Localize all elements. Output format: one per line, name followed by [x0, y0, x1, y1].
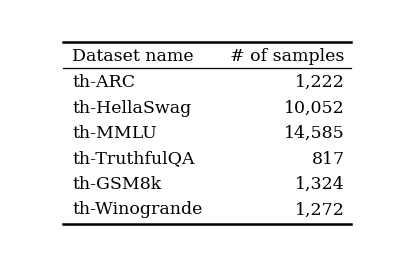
Text: th-ARC: th-ARC: [72, 74, 136, 91]
Text: 14,585: 14,585: [284, 125, 345, 142]
Text: th-MMLU: th-MMLU: [72, 125, 157, 142]
Text: th-GSM8k: th-GSM8k: [72, 176, 162, 193]
Text: th-HellaSwag: th-HellaSwag: [72, 100, 191, 117]
Text: 1,222: 1,222: [295, 74, 345, 91]
Text: th-Winogrande: th-Winogrande: [72, 201, 203, 218]
Text: 817: 817: [312, 151, 345, 168]
Text: 1,272: 1,272: [295, 201, 345, 218]
Text: Dataset name: Dataset name: [72, 48, 194, 65]
Text: # of samples: # of samples: [230, 48, 345, 65]
Text: 10,052: 10,052: [284, 100, 345, 117]
Text: th-TruthfulQA: th-TruthfulQA: [72, 151, 195, 168]
Text: 1,324: 1,324: [295, 176, 345, 193]
